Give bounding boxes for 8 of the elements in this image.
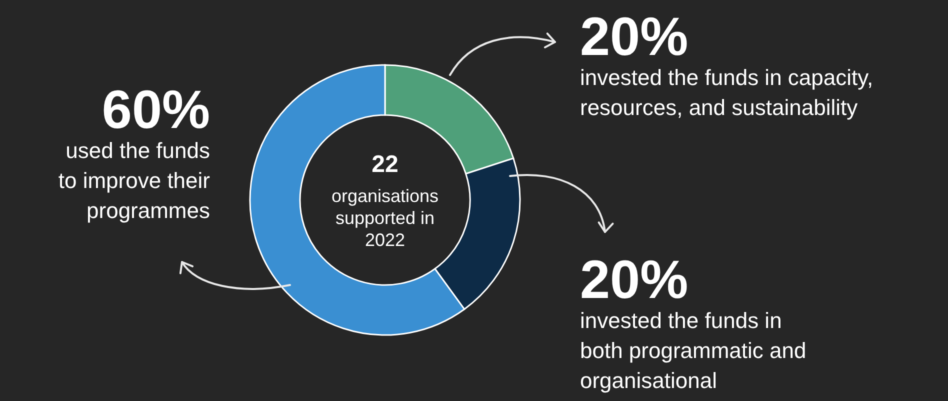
- slice-label: invested the funds in both programmatic and organisational: [580, 308, 806, 393]
- slice-label: invested the funds in capacity, resources, and sustainability: [580, 65, 874, 120]
- data-label: 20%: [580, 7, 688, 67]
- data-label: 20%: [580, 250, 688, 310]
- slice-label: used the funds to improve their programmes: [58, 138, 210, 223]
- data-label: 60%: [102, 80, 210, 140]
- text: organisations supported in 2022: [331, 186, 439, 250]
- text: 22: [372, 151, 398, 178]
